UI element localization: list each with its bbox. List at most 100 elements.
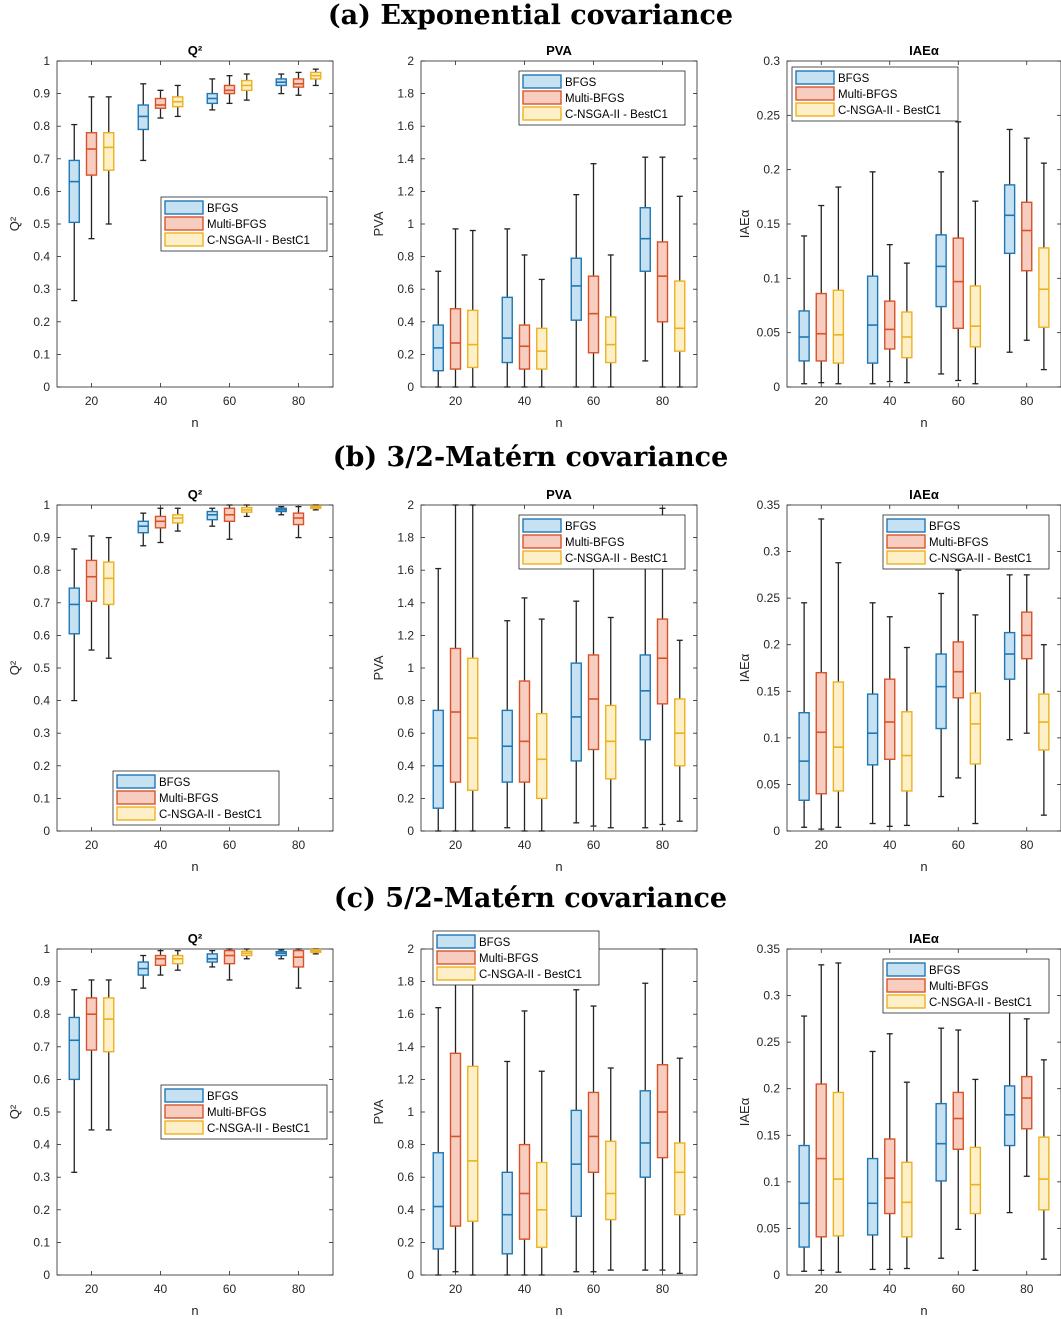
y-tick-label: 1.2 bbox=[397, 184, 414, 198]
y-tick-label: 0.05 bbox=[757, 777, 781, 791]
box-Multi-BFGS bbox=[884, 243, 896, 383]
legend: BFGS Multi-BFGS C-NSGA-II - BestC1 bbox=[791, 66, 959, 122]
chart-title: PVA bbox=[546, 43, 572, 58]
legend-label: C-NSGA-II - BestC1 bbox=[207, 235, 310, 247]
box-C-NSGA-II - BestC1 bbox=[172, 949, 184, 971]
y-tick-label: 0.4 bbox=[397, 315, 414, 329]
y-axis-label: IAEα bbox=[737, 1097, 752, 1126]
y-tick-label: 0.8 bbox=[397, 694, 414, 708]
y-tick-label: 0.8 bbox=[33, 563, 50, 577]
legend-label: BFGS bbox=[207, 203, 239, 215]
legend-label: Multi-BFGS bbox=[565, 93, 625, 105]
legend-swatch bbox=[436, 934, 476, 949]
chart-title: IAEα bbox=[909, 487, 939, 502]
box-body bbox=[952, 1091, 964, 1150]
box-Multi-BFGS bbox=[292, 505, 305, 539]
box-BFGS bbox=[935, 1027, 947, 1259]
x-tick-label: 60 bbox=[952, 838, 966, 852]
legend-swatch bbox=[164, 232, 204, 247]
y-tick-label: 0.8 bbox=[397, 250, 414, 264]
box-C-NSGA-II - BestC1 bbox=[103, 96, 115, 225]
legend-swatch bbox=[164, 1104, 204, 1119]
legend: BFGS Multi-BFGS C-NSGA-II - BestC1 bbox=[882, 958, 1050, 1014]
legend-label: C-NSGA-II - BestC1 bbox=[565, 553, 668, 565]
y-tick-label: 0.8 bbox=[33, 1007, 50, 1021]
box-body bbox=[1003, 1085, 1016, 1147]
box-body bbox=[1003, 631, 1016, 680]
box-BFGS bbox=[206, 78, 218, 111]
y-tick-label: 1.4 bbox=[397, 152, 414, 166]
legend: BFGS Multi-BFGS C-NSGA-II - BestC1 bbox=[518, 70, 686, 126]
y-tick-label: 0.7 bbox=[33, 152, 50, 166]
box-body bbox=[587, 654, 600, 751]
y-tick-label: 0 bbox=[43, 1268, 50, 1282]
y-tick-label: 0.2 bbox=[763, 1082, 780, 1096]
box-body bbox=[137, 520, 149, 534]
chart-title: IAEα bbox=[909, 931, 939, 946]
y-tick-label: 0.2 bbox=[33, 1203, 50, 1217]
box-body bbox=[815, 671, 827, 795]
box-body bbox=[68, 1016, 80, 1081]
box-Multi-BFGS bbox=[292, 71, 305, 96]
box-Multi-BFGS bbox=[952, 569, 964, 779]
box-C-NSGA-II - BestC1 bbox=[969, 1078, 982, 1271]
legend-label: BFGS bbox=[159, 777, 191, 789]
y-tick-label: 0.15 bbox=[757, 1128, 781, 1142]
box-body bbox=[952, 237, 964, 330]
box-body bbox=[639, 206, 651, 272]
y-tick-label: 2 bbox=[407, 942, 414, 956]
box-body bbox=[206, 953, 218, 963]
box-body bbox=[501, 296, 513, 364]
box-body bbox=[536, 327, 548, 370]
legend-swatch bbox=[886, 978, 926, 993]
y-tick-label: 0.5 bbox=[33, 661, 50, 675]
box-body bbox=[969, 692, 982, 765]
y-axis-label: PVA bbox=[371, 1099, 386, 1124]
box-body bbox=[103, 132, 115, 171]
legend-swatch bbox=[164, 216, 204, 231]
box-Multi-BFGS bbox=[815, 204, 827, 384]
legend-label: Multi-BFGS bbox=[159, 793, 219, 805]
box-body bbox=[292, 78, 305, 88]
y-axis-label: PVA bbox=[371, 211, 386, 236]
y-tick-label: 0.9 bbox=[33, 975, 50, 989]
x-axis-label: n bbox=[191, 1303, 198, 1318]
box-BFGS bbox=[866, 1050, 879, 1271]
box-C-NSGA-II - BestC1 bbox=[674, 195, 686, 388]
y-tick-label: 1.8 bbox=[397, 531, 414, 545]
box-BFGS bbox=[639, 535, 651, 829]
box-body bbox=[656, 618, 669, 705]
box-body bbox=[815, 292, 827, 362]
box-C-NSGA-II - BestC1 bbox=[103, 979, 115, 1131]
box-body bbox=[798, 310, 810, 362]
y-tick-label: 0.9 bbox=[33, 87, 50, 101]
box-C-NSGA-II - BestC1 bbox=[832, 562, 845, 828]
y-tick-label: 0.3 bbox=[763, 54, 780, 68]
box-BFGS bbox=[501, 228, 513, 388]
y-axis-label: Q² bbox=[7, 1104, 22, 1119]
x-tick-label: 40 bbox=[518, 1282, 532, 1296]
x-tick-label: 60 bbox=[223, 394, 237, 408]
y-tick-label: 0.5 bbox=[33, 217, 50, 231]
x-axis-label: n bbox=[555, 1303, 562, 1318]
legend-label: C-NSGA-II - BestC1 bbox=[929, 553, 1032, 565]
box-Multi-BFGS bbox=[85, 979, 98, 1131]
y-tick-label: 0.6 bbox=[397, 282, 414, 296]
y-tick-label: 1 bbox=[407, 1105, 414, 1119]
y-tick-label: 0.25 bbox=[757, 1035, 781, 1049]
y-tick-label: 0.2 bbox=[397, 347, 414, 361]
x-tick-label: 80 bbox=[292, 394, 306, 408]
box-BFGS bbox=[137, 954, 149, 989]
box-body bbox=[605, 704, 617, 780]
box-body bbox=[901, 711, 913, 792]
box-body bbox=[85, 997, 98, 1051]
box-BFGS bbox=[432, 567, 444, 832]
box-C-NSGA-II - BestC1 bbox=[605, 254, 617, 388]
box-Multi-BFGS bbox=[154, 89, 167, 119]
x-tick-label: 40 bbox=[154, 1282, 168, 1296]
box-C-NSGA-II - BestC1 bbox=[536, 1070, 548, 1276]
legend-label: BFGS bbox=[207, 1091, 239, 1103]
box-body bbox=[884, 678, 896, 760]
legend-label: Multi-BFGS bbox=[207, 219, 267, 231]
legend-swatch bbox=[522, 106, 562, 121]
